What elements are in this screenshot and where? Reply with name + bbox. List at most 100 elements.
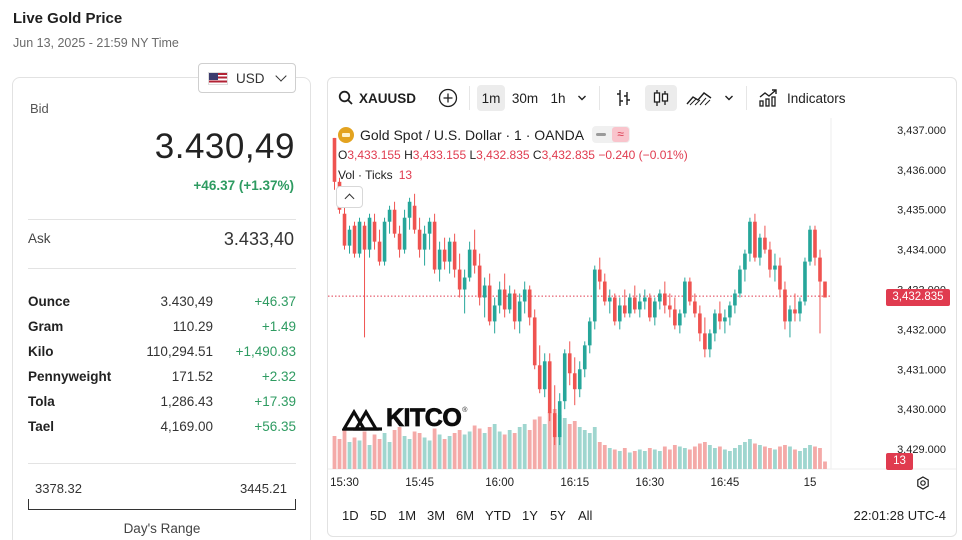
volume-bar (377, 439, 382, 469)
candle-body (372, 221, 377, 242)
volume-bar (522, 424, 527, 469)
toolbar-divider (599, 86, 600, 110)
volume-label: Vol · Ticks (338, 168, 393, 182)
unit-name: Ounce (28, 294, 71, 309)
chart-toolbar: XAUUSD 1m 30m 1h Indicators (328, 78, 956, 118)
divider (28, 219, 296, 220)
x-tick-label: 15 (804, 477, 817, 489)
candle-body (502, 289, 507, 310)
chart-settings-icon[interactable] (916, 476, 930, 490)
candle-body (733, 293, 737, 306)
candle-body (773, 265, 777, 270)
volume-bar (537, 416, 542, 469)
currency-select[interactable]: USD (198, 63, 296, 93)
add-circle-icon (438, 88, 458, 108)
range-5d[interactable]: 5D (370, 508, 387, 523)
range-1m[interactable]: 1M (398, 508, 417, 523)
interval-1h[interactable]: 1h (550, 90, 566, 106)
indicators-label: Indicators (787, 90, 846, 106)
volume-bar (542, 424, 547, 469)
volume-bar (417, 433, 422, 469)
divider (28, 463, 296, 464)
candle-body (397, 233, 402, 250)
candle-body (547, 361, 552, 414)
days-range-bar (28, 499, 296, 510)
candle-body (552, 413, 557, 438)
range-3m[interactable]: 3M (427, 508, 446, 523)
candle-body (572, 373, 577, 390)
candle-body (818, 257, 822, 282)
unit-price: 110.29 (172, 319, 213, 334)
chart-legend-title: Gold Spot / U.S. Dollar · 1 · OANDA (338, 126, 631, 143)
price-panel (12, 77, 311, 540)
volume-bar (617, 451, 622, 469)
candle-body (748, 221, 752, 254)
last-volume-tag: 13 (886, 453, 913, 470)
compare-symbol-button[interactable] (436, 85, 460, 111)
range-ytd[interactable]: YTD (485, 508, 511, 523)
collapse-legend-button[interactable] (336, 186, 363, 208)
range-5y[interactable]: 5Y (550, 508, 566, 523)
candle-body (783, 289, 787, 322)
range-1y[interactable]: 1Y (522, 508, 538, 523)
candle-body (362, 225, 367, 250)
candle-body (658, 293, 662, 302)
bid-label: Bid (30, 101, 49, 116)
currency-label: USD (236, 70, 265, 86)
y-tick-label: 3,432.000 (897, 324, 946, 336)
unit-price: 1,286.43 (160, 394, 213, 409)
candle-body (803, 261, 807, 302)
chart-type-dropdown[interactable] (721, 85, 737, 111)
volume-bar (412, 431, 417, 469)
legend-toggle-icon[interactable] (592, 126, 631, 143)
candle-body (638, 301, 642, 310)
volume-bar (652, 449, 657, 469)
candle-body (477, 265, 482, 298)
candle-body (472, 249, 477, 266)
candle-body (648, 297, 652, 318)
divider (28, 268, 296, 269)
chart-symbol-description: Gold Spot / U.S. Dollar · 1 · OANDA (360, 126, 585, 143)
volume-bar (748, 439, 752, 469)
unit-price: 110,294.51 (146, 344, 213, 359)
x-tick-label: 16:30 (635, 477, 664, 489)
unit-row-pennyweight: Pennyweight 171.52 +2.32 (28, 369, 296, 389)
unit-row-gram: Gram 110.29 +1.49 (28, 319, 296, 339)
volume-bar (467, 431, 472, 469)
interval-1m[interactable]: 1m (477, 85, 505, 111)
area-chart-type-button[interactable] (683, 85, 715, 111)
chart-clock: 22:01:28 UTC-4 (853, 508, 947, 523)
indicators-button[interactable]: Indicators (758, 85, 846, 111)
volume-bar (452, 433, 457, 469)
volume-bar (647, 448, 652, 469)
open-label: O (338, 148, 348, 162)
range-all[interactable]: All (578, 508, 593, 523)
range-6m[interactable]: 6M (456, 508, 475, 523)
symbol-search[interactable]: XAUUSD (338, 85, 416, 111)
candle-body (622, 305, 627, 314)
price-chart[interactable]: 3,437.000 3,436.000 3,435.000 3,434.000 3,43… (328, 118, 957, 502)
y-tick-label: 3,430.000 (897, 404, 946, 416)
candle-body (753, 221, 757, 258)
bar-chart-type-button[interactable] (611, 85, 637, 111)
x-tick-label: 15:30 (330, 477, 359, 489)
volume-bar (672, 445, 677, 469)
interval-dropdown[interactable] (574, 85, 590, 111)
volume-bar (507, 430, 512, 469)
unit-name: Tael (28, 419, 55, 434)
unit-change: +56.35 (254, 419, 296, 434)
bid-change: +46.37 (+1.37%) (193, 178, 294, 193)
unit-change: +2.32 (261, 369, 296, 384)
candle-body (517, 301, 522, 322)
candle-chart-type-button[interactable] (645, 85, 677, 111)
interval-30m[interactable]: 30m (511, 90, 539, 106)
unit-name: Kilo (28, 344, 54, 359)
indicators-icon (759, 89, 777, 107)
close-value: 3,432.835 (541, 148, 595, 162)
volume-bar (773, 449, 777, 469)
ohlc-bars-icon (617, 90, 630, 106)
candle-body (432, 221, 437, 270)
volume-bar (402, 436, 407, 469)
range-1d[interactable]: 1D (342, 508, 359, 523)
unit-row-ounce: Ounce 3.430,49 +46.37 (28, 294, 296, 314)
